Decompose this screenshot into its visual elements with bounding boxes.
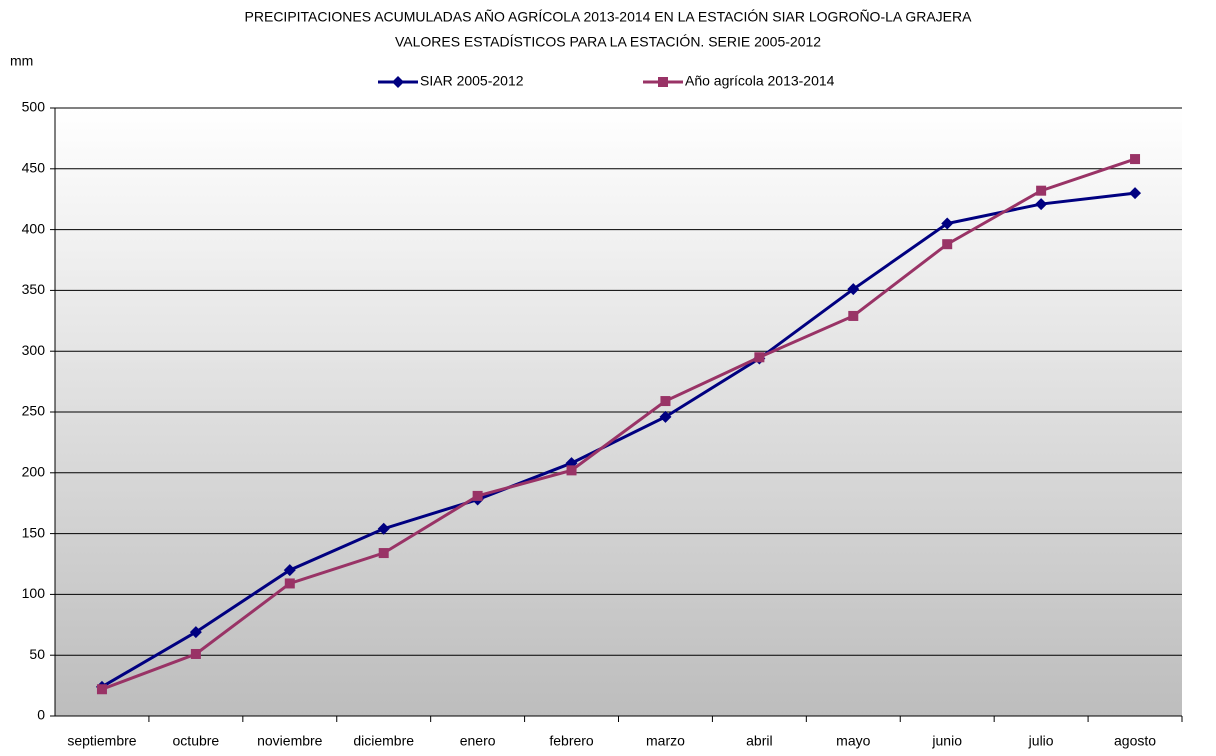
data-point — [942, 239, 953, 250]
data-point — [1129, 187, 1142, 200]
y-tick-label: 150 — [22, 524, 46, 540]
x-tick-label: julio — [1028, 733, 1054, 749]
chart-subtitle: VALORES ESTADÍSTICOS PARA LA ESTACIÓN. S… — [395, 34, 821, 50]
x-tick-label: noviembre — [257, 733, 323, 749]
y-tick-label: 0 — [37, 707, 45, 723]
y-tick-label: 50 — [29, 646, 45, 662]
x-tick-label: octubre — [173, 733, 220, 749]
legend-label: Año agrícola 2013-2014 — [685, 73, 835, 89]
data-point — [660, 396, 671, 407]
chart-title: PRECIPITACIONES ACUMULADAS AÑO AGRÍCOLA … — [245, 9, 973, 25]
y-tick-label: 400 — [22, 220, 46, 236]
x-tick-label: enero — [460, 733, 496, 749]
data-point — [566, 465, 577, 476]
data-point — [659, 410, 672, 423]
data-point — [96, 684, 107, 695]
y-tick-label: 200 — [22, 464, 46, 480]
data-point — [377, 522, 390, 535]
data-point — [1036, 185, 1047, 196]
data-point — [189, 626, 202, 639]
x-tick-label: septiembre — [67, 733, 136, 749]
series-line — [101, 191, 1136, 689]
data-point — [190, 648, 201, 659]
y-axis-label: mm — [10, 53, 33, 69]
x-tick-label: abril — [746, 733, 772, 749]
data-point — [283, 564, 296, 577]
data-point — [754, 352, 765, 363]
data-point — [472, 490, 483, 501]
y-tick-label: 450 — [22, 160, 46, 176]
x-tick-label: marzo — [646, 733, 685, 749]
x-tick-label: diciembre — [353, 733, 414, 749]
legend-label: SIAR 2005-2012 — [420, 73, 524, 89]
y-tick-label: 500 — [22, 99, 46, 115]
y-tick-label: 300 — [22, 342, 46, 358]
data-point — [378, 548, 389, 559]
data-point — [1035, 198, 1048, 211]
legend-marker — [658, 77, 668, 87]
x-tick-label: agosto — [1114, 733, 1156, 749]
y-tick-label: 350 — [22, 281, 46, 297]
data-point — [848, 310, 859, 321]
series-line — [101, 157, 1136, 691]
y-tick-label: 250 — [22, 403, 46, 419]
data-point — [847, 283, 860, 296]
y-tick-label: 100 — [22, 585, 46, 601]
data-point — [284, 578, 295, 589]
data-point — [1130, 154, 1141, 165]
x-tick-label: mayo — [836, 733, 870, 749]
x-tick-label: junio — [931, 733, 962, 749]
x-tick-label: febrero — [549, 733, 594, 749]
data-point — [941, 217, 954, 230]
legend-marker — [392, 76, 404, 88]
